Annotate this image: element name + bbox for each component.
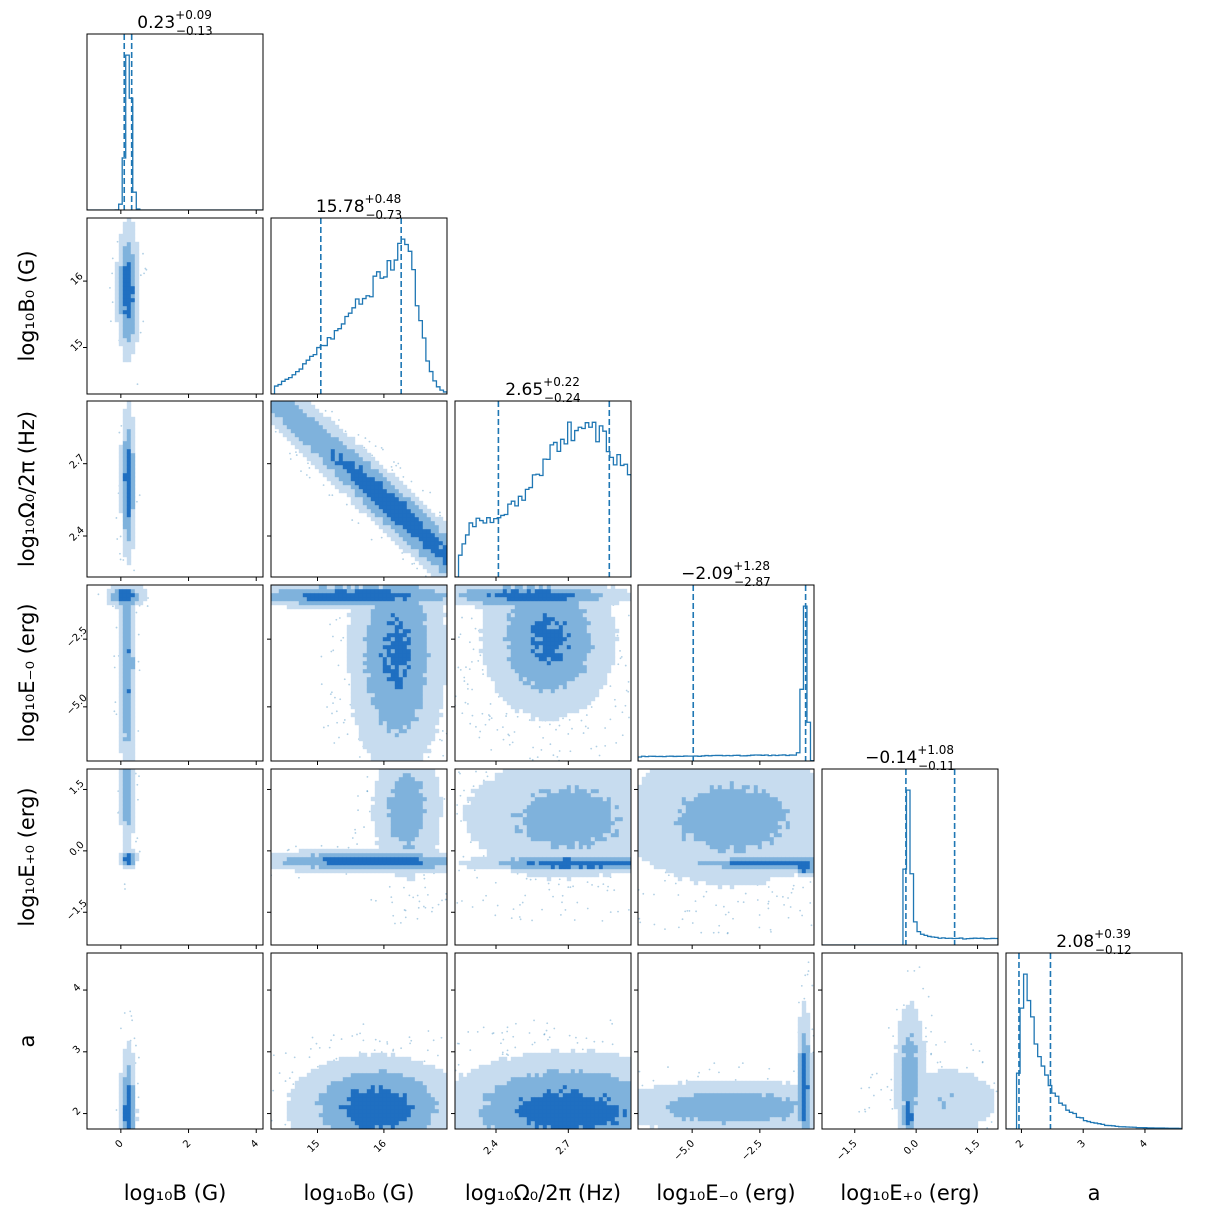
panel-frame: [86, 217, 264, 395]
panel-frame: [270, 400, 448, 578]
x-tick-label-a: 3: [1076, 1138, 1088, 1150]
panel-frame: [821, 768, 999, 946]
y-tick-label-logEm: −5.0: [65, 693, 90, 718]
y-tick-label-a: 3: [71, 1044, 83, 1056]
y-axis-label-logB0: log₁₀B₀ (G): [15, 250, 39, 361]
y-tick-label-logEp: 1.5: [68, 778, 87, 797]
histogram-logB0: [271, 238, 447, 394]
x-tick-label-a: 2: [1014, 1138, 1026, 1150]
panel-frame: [86, 400, 264, 578]
y-axis-label-logOm: log₁₀Ω₀/2π (Hz): [15, 411, 39, 567]
panel-frame: [454, 400, 632, 578]
panel-frame: [86, 952, 264, 1130]
panel-frame: [637, 584, 815, 762]
panel-logOm-logB: 2.4 2.7: [68, 400, 264, 581]
panel-a-logEp: −1.5 0.0 1.5: [818, 952, 999, 1163]
y-tick-label-logEm: −2.5: [65, 625, 90, 650]
y-tick-label-logEp: 0.0: [68, 840, 87, 859]
y-tick-label-a: 2: [71, 1106, 83, 1118]
x-axis-label-logB: log₁₀B (G): [124, 1181, 227, 1205]
panel-frame: [637, 768, 815, 946]
panel-logEp-logOm: [451, 768, 632, 949]
x-tick-label-logOm: 2.4: [482, 1138, 501, 1157]
panel-a-a: 2.08+0.39 −0.12 2 3 4: [1005, 927, 1183, 1150]
panel-logEp-logEm: [634, 768, 815, 949]
panel-logOm-logB0: [267, 400, 448, 581]
x-tick-label-logB: 2: [181, 1138, 193, 1150]
panel-frame: [86, 768, 264, 946]
x-axis-label-logEp: log₁₀E₊₀ (erg): [840, 1181, 979, 1205]
y-axis-label-a: a: [15, 1035, 39, 1048]
x-axis-label-logB0: log₁₀B₀ (G): [303, 1181, 414, 1205]
x-tick-label-logB: 0: [114, 1138, 126, 1150]
panel-logEp-logB0: [267, 768, 448, 949]
histogram-logB: [87, 54, 263, 210]
panel-frame: [637, 952, 815, 1130]
panel-logEm-logB: −5.0 −2.5: [65, 584, 264, 765]
panel-logB-logB: 0.23+0.09 −0.13: [86, 8, 264, 214]
panel-frame: [454, 768, 632, 946]
x-tick-label-logEp: 1.5: [963, 1138, 982, 1157]
panel-a-logB0: 15 16: [267, 952, 448, 1155]
panel-frame: [1005, 952, 1183, 1130]
panel-frame: [86, 584, 264, 762]
panel-logB0-logB0: 15.78+0.48 −0.73: [270, 192, 448, 398]
y-tick-label-a: 4: [71, 982, 83, 994]
panel-frame: [86, 33, 264, 211]
panel-frame: [270, 584, 448, 762]
x-tick-label-logB0: 15: [306, 1138, 323, 1155]
histogram-logEp: [822, 789, 998, 945]
x-tick-label-logOm: 2.7: [554, 1138, 573, 1157]
x-tick-label-logB0: 16: [372, 1138, 389, 1155]
x-tick-label-a: 4: [1138, 1138, 1150, 1150]
x-tick-label-logEm: −2.5: [740, 1138, 765, 1163]
histogram-logOm: [455, 421, 631, 577]
panel-title-a: 2.08+0.39 −0.12: [1056, 927, 1131, 957]
x-axis-label-logEm: log₁₀E₋₀ (erg): [656, 1181, 795, 1205]
histogram-a: [1006, 973, 1182, 1129]
panel-logEm-logB0: [267, 584, 448, 765]
x-axis-label-logOm: log₁₀Ω₀/2π (Hz): [465, 1181, 621, 1205]
panel-frame: [454, 584, 632, 762]
y-tick-label-logB0: 16: [69, 271, 86, 288]
y-tick-label-logOm: 2.7: [68, 452, 87, 471]
panel-logEp-logEp: −0.14+1.08 −0.11: [821, 743, 999, 949]
panel-frame: [270, 952, 448, 1130]
histogram-logEm: [638, 605, 814, 761]
y-axis-label-logEp: log₁₀E₊₀ (erg): [15, 787, 39, 926]
x-tick-label-logEm: −5.0: [672, 1138, 697, 1163]
panel-logEp-logB: −1.5 0.0 1.5: [65, 768, 264, 949]
panel-a-logOm: 2.4 2.7: [451, 952, 632, 1157]
panel-a-logEm: −5.0 −2.5: [634, 952, 815, 1163]
y-axis-label-logEm: log₁₀E₋₀ (erg): [15, 603, 39, 742]
panel-logEm-logOm: [451, 584, 632, 765]
x-axis-label-a: a: [1088, 1181, 1101, 1205]
panel-a-logB: 0 2 4 2 3 4: [71, 952, 264, 1150]
y-tick-label-logOm: 2.4: [68, 525, 87, 544]
x-tick-label-logEp: −1.5: [835, 1138, 860, 1163]
panel-frame: [270, 217, 448, 395]
panel-frame: [454, 952, 632, 1130]
x-tick-label-logB: 4: [249, 1138, 261, 1150]
panel-frame: [821, 952, 999, 1130]
axis-labels: log₁₀B (G) log₁₀B₀ (G) log₁₀Ω₀/2π (Hz) log₁…: [15, 250, 1100, 1205]
x-tick-label-logEp: 0.0: [902, 1138, 921, 1157]
y-tick-label-logEp: −1.5: [65, 898, 90, 923]
panel-logOm-logOm: 2.65+0.22 −0.24: [454, 375, 632, 581]
y-tick-label-logB0: 15: [69, 337, 86, 354]
panel-frame: [270, 768, 448, 946]
panel-logEm-logEm: −2.09+1.28 −2.87: [637, 559, 815, 765]
